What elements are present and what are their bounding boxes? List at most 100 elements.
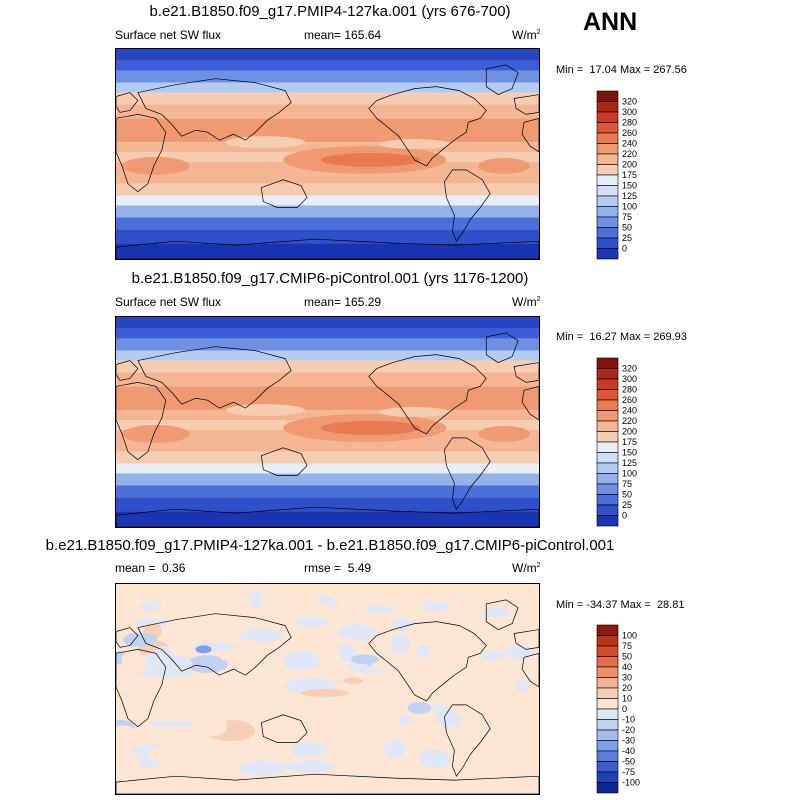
panel-3-map-anomaly bbox=[416, 726, 451, 740]
season-label: ANN bbox=[583, 8, 638, 36]
panel-2-title: b.e21.B1850.f09_g17.CMIP6-piControl.001 … bbox=[131, 270, 529, 287]
panel-2-colorbar-box bbox=[596, 389, 619, 401]
panel-1-map-coastline bbox=[260, 179, 308, 208]
panel-3-map-anomaly bbox=[350, 654, 379, 665]
panel-3-colorbar-box bbox=[596, 729, 619, 741]
panel-1-map-band bbox=[116, 92, 539, 105]
panel-3-colorbar-box bbox=[596, 677, 619, 689]
panel-3-colorbar-box bbox=[596, 635, 619, 647]
panel-3-mean-label: mean = bbox=[115, 561, 156, 575]
panel-3-colorbar-tick-label: 0 bbox=[622, 704, 627, 714]
panel-3-map-anomaly bbox=[141, 600, 162, 612]
panel-1-colorbar-tick-label: 280 bbox=[622, 118, 637, 128]
panel-2-map-coastline bbox=[260, 447, 308, 476]
panel-3-map-anomaly bbox=[289, 633, 336, 644]
panel-2-map bbox=[115, 316, 540, 528]
panel-1-colorbar-box bbox=[596, 101, 619, 113]
panel-1-map-band bbox=[116, 142, 539, 153]
panel-2-colorbar-box bbox=[596, 452, 619, 464]
panel-1-map-itcz bbox=[225, 136, 306, 149]
panel-2-map-band bbox=[116, 463, 539, 474]
panel-2-colorbar-tick-label: 260 bbox=[622, 395, 637, 405]
panel-1-map-band bbox=[116, 243, 539, 259]
panel-3-map-anomaly bbox=[480, 650, 504, 661]
panel-3-map-coastline bbox=[485, 599, 519, 630]
panel-2-map-coastline bbox=[116, 506, 539, 527]
panel-1-map-coastline bbox=[116, 114, 539, 193]
panel-1-colorbar-tick-label: 0 bbox=[622, 244, 627, 254]
panel-2-map-coastline bbox=[137, 346, 292, 409]
panel-1-colorbar-tick-label: 260 bbox=[622, 128, 637, 138]
panel-1-variable: Surface net SW flux bbox=[115, 28, 222, 42]
panel-3-map-anomaly bbox=[370, 649, 396, 671]
panel-3-colorbar-box bbox=[596, 708, 619, 720]
panel-2-map-band bbox=[116, 317, 539, 329]
panel-1-map-band bbox=[116, 82, 539, 93]
panel-1-colorbar-box bbox=[596, 248, 619, 260]
panel-3-map-anomaly bbox=[398, 715, 411, 725]
panel-1-colorbar-box bbox=[596, 122, 619, 134]
panel-2-map-band bbox=[116, 473, 539, 486]
panel-2-map-coastline bbox=[444, 437, 491, 510]
panel-2-colorbar-box bbox=[596, 441, 619, 453]
panel-1-map-band bbox=[116, 60, 539, 71]
panel-3-map-anomaly-strong bbox=[195, 645, 212, 654]
panel-1-max-label: Max = bbox=[619, 64, 651, 76]
panel-3-map-anomaly bbox=[421, 600, 451, 612]
panel-2-colorbar-box bbox=[596, 378, 619, 390]
panel-3-map-anomaly bbox=[116, 677, 133, 684]
panel-3-map-anomaly bbox=[488, 636, 502, 646]
panel-2-colorbar-tick-label: 25 bbox=[622, 500, 632, 510]
panel-3-units: W/m2 bbox=[512, 561, 541, 575]
panel-3-map-coastline bbox=[368, 621, 487, 702]
panel-1-map-band bbox=[116, 118, 539, 143]
panel-3-max-label: Max = bbox=[620, 599, 651, 611]
panel-3-colorbar-box bbox=[596, 740, 619, 752]
panel-3-colorbar-tick-label: 40 bbox=[622, 662, 632, 672]
panel-2-colorbar-tick-label: 220 bbox=[622, 416, 637, 426]
panel-1-colorbar-box bbox=[596, 216, 619, 228]
panel-2-map-band bbox=[116, 360, 539, 373]
panel-2-variable: Surface net SW flux bbox=[115, 295, 222, 309]
panel-3-colorbar-tick-label: 20 bbox=[622, 683, 632, 693]
panel-3-colorbar-tick-label: 75 bbox=[622, 641, 632, 651]
panel-3-colorbar-tick-label: 100 bbox=[622, 631, 637, 641]
panel-3-map-anomaly bbox=[515, 679, 529, 692]
panel-3-units-base: W/m bbox=[512, 561, 537, 575]
panel-3-title: b.e21.B1850.f09_g17.PMIP4-127ka.001 - b.… bbox=[45, 537, 615, 554]
panel-3-colorbar-box bbox=[596, 719, 619, 731]
panel-3-map-anomaly bbox=[301, 689, 349, 697]
panel-3-colorbar-tick-label: -100 bbox=[622, 778, 640, 788]
panel-2-map-band bbox=[116, 497, 539, 512]
panel-3-colorbar-tick-label: 50 bbox=[622, 652, 632, 662]
panel-1-colorbar-box bbox=[596, 227, 619, 239]
panel-2-colorbar-box bbox=[596, 504, 619, 516]
panel-1-colorbar-box bbox=[596, 174, 619, 186]
panel-3-map-coastline bbox=[444, 704, 491, 777]
panel-2-mean-value: 165.29 bbox=[344, 295, 382, 309]
panel-2-colorbar-tick-label: 50 bbox=[622, 490, 632, 500]
panel-1-map-coastline bbox=[116, 92, 539, 115]
panel-3-colorbar-tick-label: -30 bbox=[622, 736, 635, 746]
panel-2-map-band bbox=[116, 350, 539, 361]
panel-2-min-label: Min = bbox=[556, 331, 584, 343]
panel-2-map-coastline bbox=[116, 360, 539, 383]
panel-2-map-atlantic-warm bbox=[478, 425, 531, 442]
panel-3-map-anomaly bbox=[350, 751, 364, 763]
panel-2-colorbar-tick-label: 240 bbox=[622, 406, 637, 416]
panel-2-colorbar-tick-label: 300 bbox=[622, 374, 637, 384]
panel-3-map-anomaly bbox=[476, 752, 506, 774]
panel-1-max-value: 267.56 bbox=[653, 64, 687, 76]
panel-3-map-coastline bbox=[116, 649, 539, 728]
panel-1-map-band bbox=[116, 217, 539, 230]
panel-1-map-coastline bbox=[137, 78, 292, 141]
panel-1-map-band bbox=[116, 195, 539, 206]
panel-3-map-anomaly bbox=[123, 632, 157, 647]
panel-3-map-anomaly bbox=[238, 760, 287, 777]
panel-3-map-anomaly bbox=[435, 708, 457, 727]
panel-3-mean: mean = 0.36 bbox=[115, 561, 185, 575]
panel-1-map-band bbox=[116, 229, 539, 244]
